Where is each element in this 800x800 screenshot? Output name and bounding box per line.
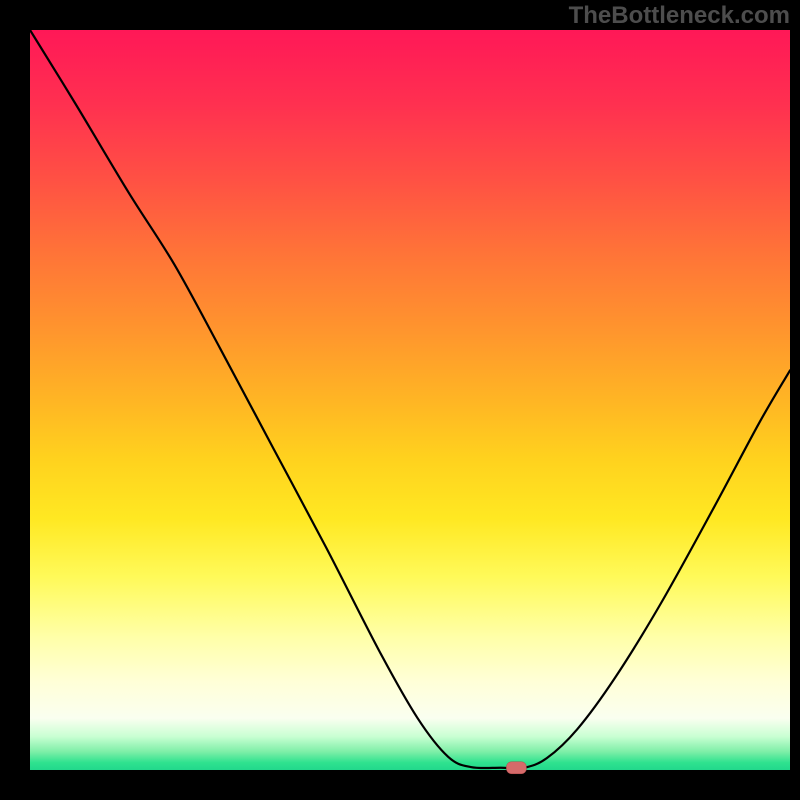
watermark-text: TheBottleneck.com [569,2,790,30]
plot-background [30,30,790,770]
bottleneck-chart: TheBottleneck.com [0,0,800,800]
optimal-marker [506,762,526,774]
chart-svg [0,0,800,800]
